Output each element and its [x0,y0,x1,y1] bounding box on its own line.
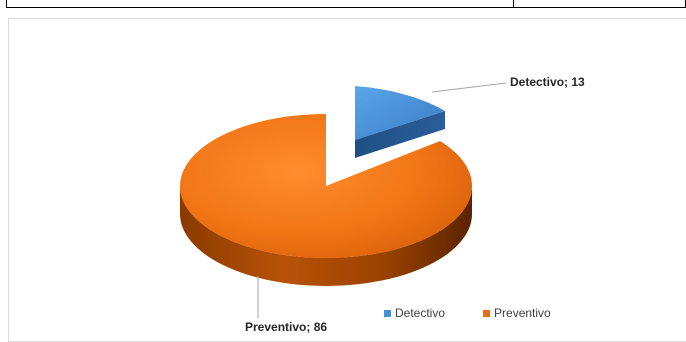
legend-swatch-detectivo [384,309,391,317]
leader-line-detectivo [431,82,507,93]
legend-item-detectivo: Detectivo [384,306,445,320]
data-label-preventivo: Preventivo; 86 [245,320,327,334]
legend-item-preventivo: Preventivo [483,306,551,320]
chart-legend: Detectivo Preventivo [384,306,551,320]
pie-slice-preventivo-side [180,186,472,286]
data-label-detectivo: Detectivo; 13 [510,75,585,89]
pie-slice-detectivo [355,86,445,140]
table-divider [513,0,514,7]
pie-slice-detectivo-side [355,111,445,158]
pie-slice-preventivo [180,114,473,258]
legend-label-detectivo: Detectivo [395,306,446,320]
legend-swatch-preventivo [483,309,491,317]
legend-label-preventivo: Preventivo [494,306,551,320]
